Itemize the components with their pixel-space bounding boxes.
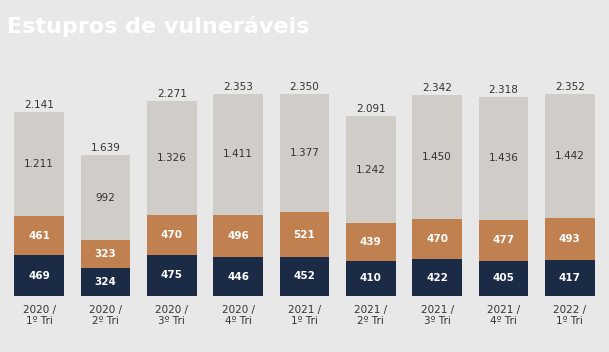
Bar — [412, 95, 462, 219]
Bar — [412, 259, 462, 296]
Text: 469: 469 — [29, 271, 50, 281]
Bar — [147, 255, 197, 296]
Bar — [545, 260, 594, 296]
Bar — [15, 256, 64, 296]
Text: 2.271: 2.271 — [157, 89, 187, 99]
Text: 410: 410 — [360, 273, 382, 283]
Bar — [15, 216, 64, 256]
Bar — [147, 101, 197, 215]
Bar — [80, 155, 130, 240]
Text: 1.639: 1.639 — [91, 143, 121, 153]
Bar — [280, 212, 329, 257]
Text: 446: 446 — [227, 271, 249, 282]
Bar — [147, 215, 197, 255]
Text: 1.411: 1.411 — [224, 149, 253, 159]
Bar — [213, 215, 263, 257]
Text: 521: 521 — [294, 230, 315, 240]
Text: 496: 496 — [227, 231, 249, 241]
Text: 992: 992 — [96, 193, 116, 203]
Text: 2.091: 2.091 — [356, 104, 385, 114]
Text: Estupros de vulneráveis: Estupros de vulneráveis — [7, 16, 310, 37]
Text: 1.436: 1.436 — [488, 153, 518, 163]
Bar — [545, 218, 594, 260]
Bar — [346, 260, 396, 296]
Text: 422: 422 — [426, 272, 448, 283]
Text: 405: 405 — [493, 273, 515, 283]
Text: 439: 439 — [360, 237, 382, 247]
Text: 461: 461 — [28, 231, 50, 241]
Text: 1.326: 1.326 — [157, 153, 187, 163]
Text: 324: 324 — [94, 277, 116, 287]
Bar — [479, 261, 528, 296]
Bar — [280, 94, 329, 212]
Text: 2.352: 2.352 — [555, 82, 585, 92]
Text: 1.242: 1.242 — [356, 165, 385, 175]
Bar — [80, 240, 130, 268]
Text: 2.353: 2.353 — [224, 82, 253, 92]
Bar — [545, 94, 594, 218]
Text: 452: 452 — [294, 271, 315, 281]
Bar — [412, 219, 462, 259]
Text: 1.450: 1.450 — [422, 152, 452, 162]
Text: 493: 493 — [559, 234, 580, 244]
Bar — [213, 257, 263, 296]
Bar — [280, 257, 329, 296]
Text: 470: 470 — [426, 234, 448, 244]
Text: 323: 323 — [94, 249, 116, 259]
Bar — [15, 112, 64, 216]
Text: 470: 470 — [161, 230, 183, 240]
Bar — [80, 268, 130, 296]
Text: 2.350: 2.350 — [290, 82, 319, 92]
Text: 1.211: 1.211 — [24, 159, 54, 169]
Bar — [346, 223, 396, 260]
Bar — [479, 97, 528, 220]
Text: 1.377: 1.377 — [289, 148, 320, 158]
Text: 477: 477 — [493, 235, 515, 245]
Bar — [213, 94, 263, 215]
Text: 1.442: 1.442 — [555, 151, 585, 161]
Text: 2.342: 2.342 — [422, 83, 452, 93]
Bar — [479, 220, 528, 261]
Text: 475: 475 — [161, 270, 183, 280]
Text: 2.141: 2.141 — [24, 100, 54, 110]
Bar — [346, 117, 396, 223]
Text: 417: 417 — [558, 273, 581, 283]
Text: 2.318: 2.318 — [488, 85, 518, 95]
